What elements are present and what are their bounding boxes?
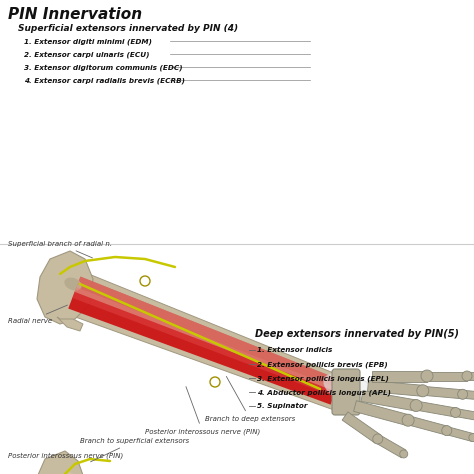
Text: 1. Extensor digiti minimi (EDM): 1. Extensor digiti minimi (EDM) [24,38,152,45]
Text: Branch to deep extensors: Branch to deep extensors [205,376,295,422]
Polygon shape [473,435,474,446]
Polygon shape [57,268,346,410]
Polygon shape [372,371,427,382]
Circle shape [400,450,408,458]
Polygon shape [417,401,456,417]
Text: 4. Abductor pollicis longus (APL): 4. Abductor pollicis longus (APL) [257,389,391,396]
Text: Posterior interossous nerve (PIN): Posterior interossous nerve (PIN) [145,387,260,435]
Polygon shape [361,391,417,411]
Text: Posterior interossous nerve (PIN): Posterior interossous nerve (PIN) [8,452,123,459]
Polygon shape [429,372,467,381]
Polygon shape [468,372,474,380]
Circle shape [421,370,433,382]
Polygon shape [456,409,474,421]
Polygon shape [424,386,463,399]
Circle shape [373,434,383,444]
Text: Radial nerve: Radial nerve [8,305,67,324]
Polygon shape [409,416,448,435]
Circle shape [442,426,452,436]
Circle shape [451,408,461,418]
Text: 1. Extensor indicis: 1. Extensor indicis [257,347,332,353]
Circle shape [402,414,414,426]
Polygon shape [342,412,381,443]
Text: Branch to superficial extensors: Branch to superficial extensors [80,438,189,462]
Polygon shape [35,451,85,474]
Polygon shape [60,471,335,474]
Text: Deep extensors innervated by PIN(5): Deep extensors innervated by PIN(5) [255,329,459,339]
Text: 3. Extensor pollicis longus (EPL): 3. Extensor pollicis longus (EPL) [257,375,389,382]
Polygon shape [74,277,340,392]
Text: 4. Extensor carpi radialis brevis (ECRB): 4. Extensor carpi radialis brevis (ECRB) [24,77,185,83]
Text: 5. Supinator: 5. Supinator [257,403,308,409]
Circle shape [410,400,422,411]
Polygon shape [37,251,93,324]
Polygon shape [375,435,406,458]
Circle shape [457,389,468,399]
Circle shape [469,434,474,442]
Ellipse shape [64,278,82,291]
Polygon shape [57,317,83,331]
Polygon shape [354,401,410,426]
Circle shape [462,371,472,381]
Text: 2. Extensor pollicis brevis (EPB): 2. Extensor pollicis brevis (EPB) [257,361,388,368]
Text: Superficial branch of radial n.: Superficial branch of radial n. [8,241,112,258]
Text: 3. Extensor digitorum communis (EDC): 3. Extensor digitorum communis (EDC) [24,64,182,71]
Polygon shape [68,277,340,405]
Polygon shape [463,391,474,401]
Text: PIN Innervation: PIN Innervation [8,7,142,22]
Text: Superficial extensors innervated by PIN (4): Superficial extensors innervated by PIN … [18,24,238,33]
Polygon shape [367,381,423,396]
FancyBboxPatch shape [332,369,360,415]
Polygon shape [53,471,335,474]
Polygon shape [447,427,474,441]
Text: 2. Extensor carpi ulnaris (ECU): 2. Extensor carpi ulnaris (ECU) [24,51,149,58]
Ellipse shape [324,373,376,405]
Polygon shape [73,287,337,396]
Circle shape [417,385,429,397]
